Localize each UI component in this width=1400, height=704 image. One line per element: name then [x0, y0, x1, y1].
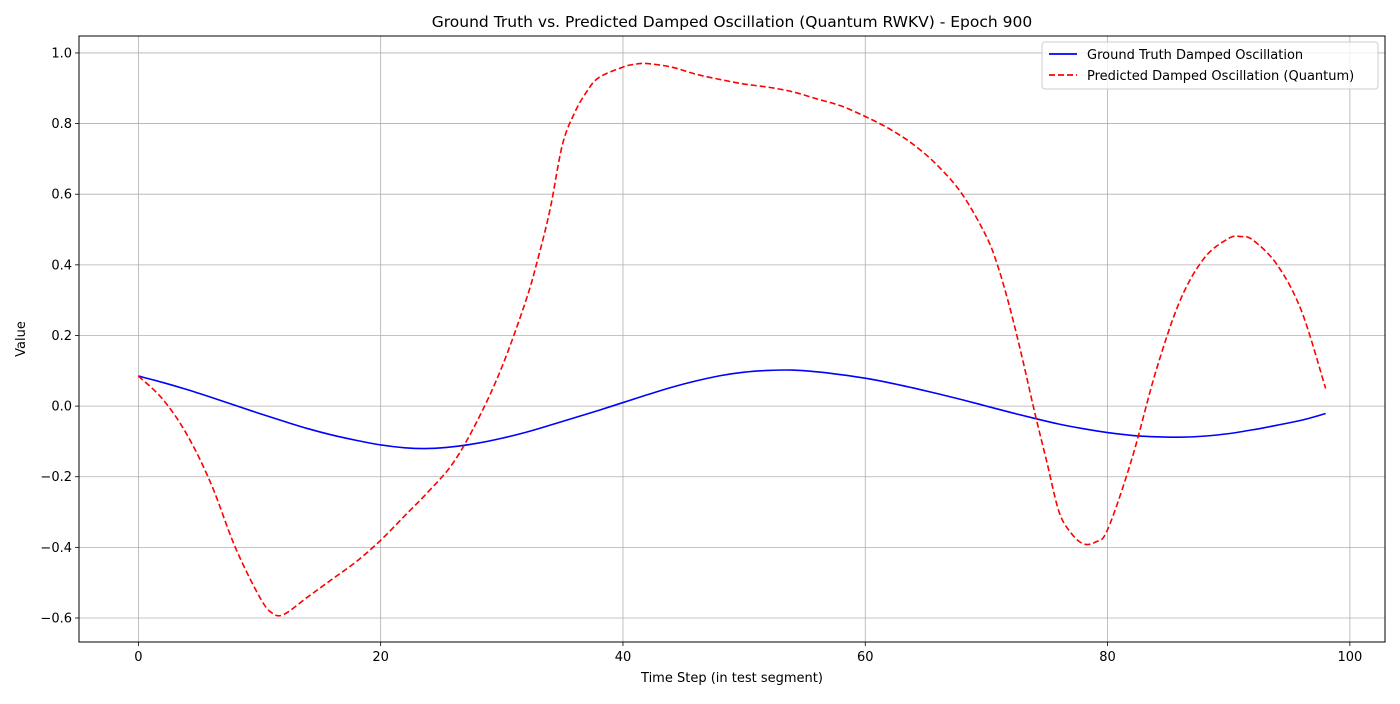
chart-title: Ground Truth vs. Predicted Damped Oscill…	[432, 13, 1032, 31]
legend: Ground Truth Damped Oscillation Predicte…	[1041, 41, 1379, 90]
y-tick-label: 0.8	[51, 117, 72, 132]
y-tick-label: 0.4	[51, 258, 72, 273]
x-tick-label: 100	[1337, 650, 1362, 665]
x-tick-label: 0	[134, 650, 142, 665]
grid	[79, 36, 1385, 642]
y-tick-label: 0.0	[51, 400, 72, 415]
ground-truth-series-line	[138, 369, 1326, 450]
plot-frame	[78, 35, 1386, 643]
y-axis-ticks: −0.6 −0.4 −0.2 0.0 0.2 0.4 0.6 0.8 1.0	[40, 46, 79, 626]
legend-label-ground-truth: Ground Truth Damped Oscillation	[1087, 48, 1303, 63]
x-tick-label: 80	[1099, 650, 1116, 665]
y-tick-label: 0.2	[51, 329, 72, 344]
x-axis-ticks: 0 20 40 60 80 100	[134, 642, 1362, 665]
y-tick-label: 0.6	[51, 188, 72, 203]
y-tick-label: −0.2	[40, 470, 72, 485]
y-axis-label: Value	[14, 321, 29, 357]
series-lines	[137, 62, 1327, 617]
x-axis-label: Time Step (in test segment)	[640, 671, 823, 686]
legend-label-predicted: Predicted Damped Oscillation (Quantum)	[1087, 69, 1354, 84]
legend-box	[1041, 41, 1379, 90]
y-tick-label: 1.0	[51, 46, 72, 61]
x-tick-label: 60	[857, 650, 874, 665]
predicted-series-line	[137, 62, 1327, 617]
y-tick-label: −0.4	[40, 541, 72, 556]
y-tick-label: −0.6	[40, 611, 72, 626]
x-tick-label: 20	[372, 650, 389, 665]
x-tick-label: 40	[615, 650, 632, 665]
